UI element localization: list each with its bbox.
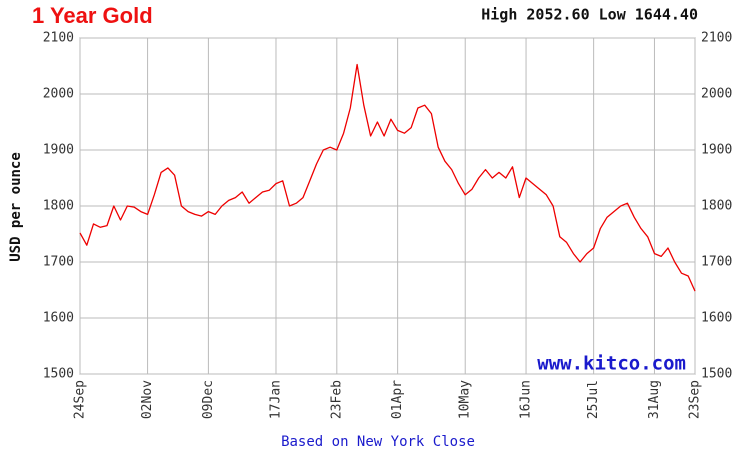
x-tick-label: 17Jan	[268, 380, 283, 419]
x-tick-label: 25Jul	[586, 380, 601, 419]
y-tick-label: 1800	[43, 199, 74, 214]
x-tick-label: 23Feb	[329, 380, 344, 419]
x-tick-label: 10May	[458, 380, 473, 419]
watermark: www.kitco.com	[537, 353, 686, 375]
y-tick-label: 2100	[43, 31, 74, 46]
x-axis-label: Based on New York Close	[281, 434, 475, 450]
y2-tick-label: 1900	[701, 143, 732, 158]
x-tick-label: 16Jun	[519, 380, 534, 419]
y-tick-label: 2000	[43, 87, 74, 102]
x-tick-label: 01Apr	[390, 380, 405, 419]
x-tick-label: 31Aug	[647, 380, 662, 419]
y2-tick-label: 1800	[701, 199, 732, 214]
chart-title: 1 Year Gold	[32, 3, 153, 28]
y2-tick-label: 2000	[701, 87, 732, 102]
y-tick-label: 1600	[43, 311, 74, 326]
x-tick-label: 09Dec	[201, 380, 216, 419]
x-tick-label: 02Nov	[140, 380, 155, 419]
y2-tick-label: 1600	[701, 311, 732, 326]
chart-subtitle: High 2052.60 Low 1644.40	[481, 6, 698, 24]
x-tick-label: 24Sep	[73, 380, 88, 419]
y2-tick-label: 2100	[701, 31, 732, 46]
y-tick-label: 1500	[43, 367, 74, 382]
y2-tick-label: 1700	[701, 255, 732, 270]
x-tick-label: 23Sep	[688, 380, 703, 419]
y-axis-label: USD per ounce	[8, 152, 24, 262]
y2-tick-label: 1500	[701, 367, 732, 382]
price-line	[79, 63, 696, 292]
y-tick-label: 1700	[43, 255, 74, 270]
y-tick-label: 1900	[43, 143, 74, 158]
